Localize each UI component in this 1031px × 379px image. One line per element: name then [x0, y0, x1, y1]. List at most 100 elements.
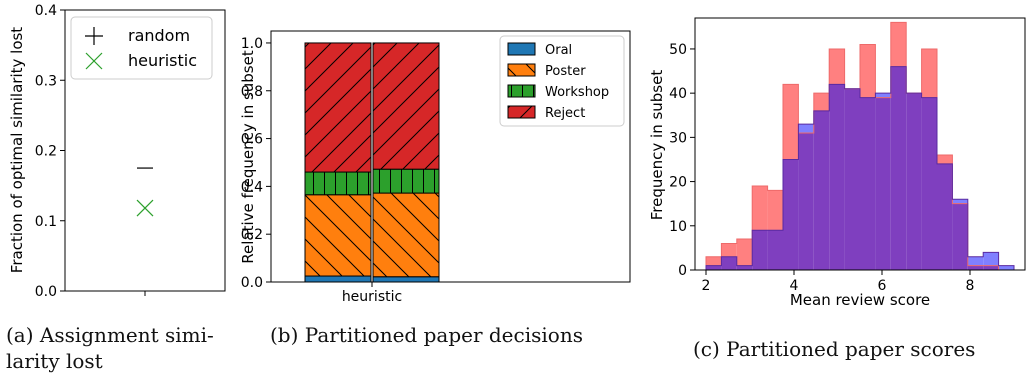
oral-segment: [304, 275, 372, 283]
histogram-bin-excess: [952, 199, 968, 204]
histogram-bin-excess: [829, 48, 845, 85]
panel-c-x-ticklabel: 6: [878, 278, 887, 294]
panel-c-scores: 0 10 20 30 40 50 2 4 6 8 Mean review score Frequ…: [648, 17, 1026, 309]
panel-a-y-ticklabel: 0.2: [35, 144, 57, 160]
histogram-bin-overlap: [752, 230, 768, 270]
panel-c-y-ticklabel: 0: [678, 263, 687, 279]
panel-a-legend: random heuristic: [70, 16, 213, 80]
panel-b-y-ticklabel: 1.0: [241, 36, 263, 52]
histogram-bin-excess: [783, 84, 799, 160]
histogram-bin-overlap: [813, 110, 830, 270]
panel-a-y-ticklabel: 0.3: [35, 73, 57, 89]
histogram-bin-excess: [706, 256, 722, 266]
histogram-bin-overlap: [890, 66, 907, 270]
legend-oral-label: Oral: [545, 43, 572, 58]
legend-oral-swatch: [507, 42, 536, 56]
legend-reject-hatch: [508, 106, 535, 118]
histogram-bin-overlap: [983, 265, 999, 270]
histogram-outline: [705, 66, 1015, 270]
panel-b-legend-frame: [499, 35, 625, 127]
histogram-bin-excess: [798, 124, 814, 133]
panel-a-y-ticklabel: 0.4: [35, 3, 57, 19]
histogram-bin-overlap: [967, 265, 984, 270]
histogram-bin-excess: [890, 22, 907, 67]
histogram-bin-overlap: [844, 88, 860, 270]
histogram-bin-excess: [983, 252, 999, 266]
histogram-bin-excess: [752, 186, 768, 231]
panel-b-legend: Oral Poster Workshop Reject: [499, 35, 625, 127]
histogram-bin-overlap: [906, 93, 922, 270]
panel-c-plot-frame: [694, 17, 1026, 271]
panel-c-y-ticklabel: 20: [669, 175, 687, 191]
panel-b-plot-frame: [270, 30, 631, 283]
caption-a: (a) Assignment simi- larity lost: [6, 323, 214, 373]
panel-a-y-axis: 0.0 0.1 0.2 0.3 0.4: [35, 3, 65, 300]
panel-c-y-label: Frequency in subset: [648, 70, 666, 221]
panel-a-legend-frame: [70, 16, 213, 80]
oral-segment: [372, 276, 440, 283]
panel-c-y-ticklabel: 30: [669, 130, 687, 146]
panel-c-x-ticklabel: 8: [966, 278, 975, 294]
panel-c-y-ticklabel: 40: [669, 86, 687, 102]
panel-b-y-ticklabel: 0.4: [241, 179, 263, 195]
caption-b: (b) Partitioned paper decisions: [270, 323, 583, 347]
histogram-bin-overlap: [783, 159, 799, 270]
panel-b-y-axis: 0.0 0.2 0.4 0.6 0.8 1.0: [241, 36, 271, 291]
histogram-bin-overlap: [706, 265, 722, 270]
panel-b-x-ticklabel: heuristic: [342, 289, 402, 305]
panel-c-y-ticklabel: 10: [669, 219, 687, 235]
panel-c-x-ticklabel: 4: [790, 278, 799, 294]
poster-segment-hatch: [373, 193, 439, 277]
workshop-segment-hatch: [373, 169, 439, 194]
histogram-bin-excess: [813, 93, 830, 111]
histogram-bin-excess: [721, 243, 737, 257]
legend-heuristic-label: heuristic: [128, 51, 197, 70]
histogram-bin-overlap: [829, 84, 845, 270]
histogram-bin-overlap: [952, 203, 968, 270]
histogram-bin-excess: [875, 93, 891, 98]
histogram-bin-overlap: [798, 132, 814, 270]
legend-workshop-hatch: [508, 85, 535, 97]
poster-segment-hatch: [305, 194, 371, 277]
histogram-bin-overlap: [721, 256, 737, 270]
legend-reject-label: Reject: [545, 106, 585, 121]
histogram-bin-overlap: [767, 230, 783, 270]
legend-heuristic-marker-b: [85, 52, 103, 70]
histogram-bin-excess: [860, 44, 876, 98]
panel-b-y-ticklabel: 0.8: [241, 84, 263, 100]
panel-b-y-ticklabel: 0.6: [241, 132, 263, 148]
histogram-bin-excess: [937, 155, 953, 164]
legend-workshop-label: Workshop: [545, 85, 609, 100]
histogram-bin-excess: [998, 265, 1014, 270]
panel-c-histogram: [705, 21, 1015, 271]
histogram-bin-excess: [921, 48, 937, 98]
caption-c: (c) Partitioned paper scores: [693, 337, 976, 361]
panel-c-y-ticklabel: 50: [669, 42, 687, 58]
histogram-bin-overlap: [937, 163, 953, 270]
panel-c-x-axis: 2 4 6 8: [702, 270, 975, 294]
panel-b-stacked-bars: [304, 42, 440, 283]
heuristic-point-marker: [136, 199, 154, 217]
histogram-bin-excess: [767, 190, 783, 231]
legend-poster-hatch: [508, 64, 535, 76]
panel-b-y-ticklabel: 0.2: [241, 227, 263, 243]
panel-b-decisions: 0.0 0.2 0.4 0.6 0.8 1.0 heuristic Relative fr…: [239, 30, 631, 305]
panel-a-y-label: Fraction of optimal similarity lost: [8, 27, 26, 273]
histogram-bin-overlap: [736, 265, 753, 270]
panel-c-x-label: Mean review score: [790, 291, 930, 309]
histogram-bin-overlap: [860, 97, 876, 270]
panel-a-similarity-lost: 0.0 0.1 0.2 0.3 0.4 Fraction of optimal simi…: [8, 3, 226, 300]
legend-poster-label: Poster: [545, 64, 586, 79]
histogram-bin-excess: [967, 256, 984, 266]
workshop-segment-hatch: [305, 172, 371, 195]
panel-b-y-ticklabel: 0.0: [241, 275, 263, 291]
histogram-bin-excess: [736, 239, 753, 266]
reject-segment-hatch: [305, 42, 371, 173]
reject-segment-hatch: [373, 42, 439, 170]
histogram-bin-overlap: [921, 97, 937, 270]
panel-a-y-ticklabel: 0.1: [35, 214, 57, 230]
panel-c-y-axis: 0 10 20 30 40 50: [669, 42, 695, 279]
histogram-bin-overlap: [875, 97, 891, 270]
panel-a-points: [136, 167, 154, 217]
